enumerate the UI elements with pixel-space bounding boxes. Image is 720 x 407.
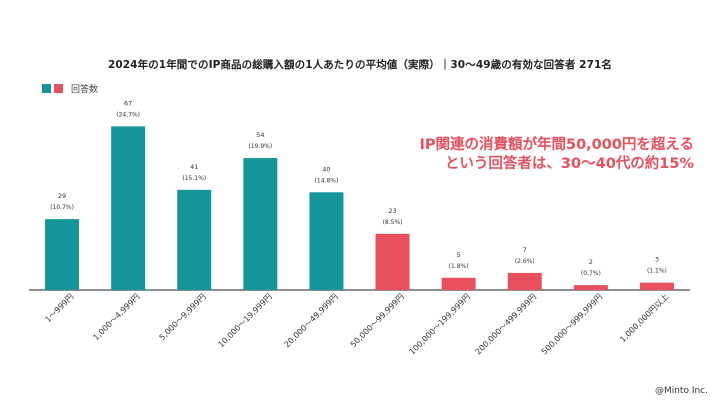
x-tick-label-1: 1,000〜4,999円: [91, 292, 141, 342]
value-label-0: 29: [58, 192, 66, 200]
percent-label-9: (1.1%): [647, 268, 667, 275]
bar-5: [375, 233, 410, 290]
bar-3: [243, 158, 278, 290]
value-label-1: 67: [124, 99, 132, 107]
callout-line-1: IP関連の消費額が年間50,000円を超える: [419, 137, 694, 153]
callout: IP関連の消費額が年間50,000円を超える という回答者は、30〜40代の約1…: [419, 136, 694, 174]
x-tick-label-8: 500,000〜999,999円: [540, 292, 604, 356]
x-tick-label-7: 200,000〜499,999円: [474, 292, 538, 356]
bar-1: [111, 126, 146, 290]
bar-0: [45, 219, 80, 290]
x-tick-label-2: 5,000〜9,999円: [158, 292, 208, 342]
value-label-5: 23: [388, 207, 396, 215]
percent-label-7: (2.6%): [515, 258, 535, 265]
x-tick-label-4: 20,000〜49,999円: [283, 292, 340, 349]
bar-9: [639, 282, 674, 290]
bar-8: [573, 285, 608, 290]
credit: @Minto Inc.: [654, 386, 708, 396]
value-label-3: 54: [256, 131, 264, 139]
value-label-7: 7: [523, 246, 527, 254]
x-tick-label-3: 10,000〜19,999円: [216, 292, 273, 349]
legend: 回答数: [42, 82, 98, 95]
x-tick-label-0: 1〜999円: [43, 292, 75, 324]
value-label-9: 3: [655, 256, 659, 264]
bar-4: [309, 192, 344, 290]
x-tick-label-9: 1,000,000円以上: [618, 292, 670, 344]
value-label-2: 41: [190, 163, 198, 171]
percent-label-0: (10.7%): [50, 204, 74, 211]
percent-label-4: (14.8%): [315, 177, 339, 184]
value-label-6: 5: [457, 251, 461, 259]
legend-swatch-pink: [54, 84, 63, 93]
value-label-8: 2: [589, 258, 593, 266]
x-tick-label-6: 100,000〜199,999円: [408, 292, 472, 356]
bar-7: [507, 272, 542, 290]
percent-label-1: (24.7%): [116, 111, 140, 118]
percent-label-6: (1.8%): [449, 263, 469, 270]
legend-swatch-teal: [42, 84, 51, 93]
bar-6: [441, 277, 476, 290]
percent-label-5: (8.5%): [383, 219, 403, 226]
x-tick-label-5: 50,000〜99,999円: [349, 292, 406, 349]
percent-label-3: (19.9%): [248, 143, 272, 150]
percent-label-2: (15.1%): [182, 175, 206, 182]
callout-line-2: という回答者は、30〜40代の約15%: [444, 156, 694, 172]
legend-label: 回答数: [71, 85, 99, 95]
chart-title: 2024年の1年間でのIP商品の総購入額の1人あたりの平均値（実際）｜30〜49…: [107, 59, 613, 71]
value-label-4: 40: [322, 165, 330, 173]
percent-label-8: (0.7%): [581, 270, 601, 277]
bar-2: [177, 189, 212, 290]
